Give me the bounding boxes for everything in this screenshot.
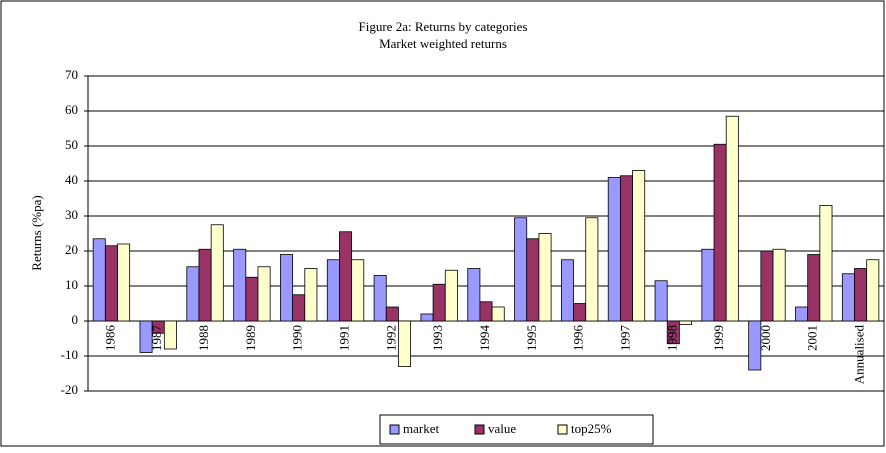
bar	[351, 259, 365, 322]
bar	[619, 175, 633, 322]
bar	[607, 177, 621, 322]
y-tick-label: 40	[65, 172, 78, 187]
x-tick-label: 1994	[477, 325, 492, 352]
x-tick-label: 1988	[196, 325, 211, 351]
x-tick-label: 1998	[664, 325, 679, 351]
x-tick-label: 1989	[243, 325, 258, 351]
x-tick-label: 1993	[430, 325, 445, 351]
x-tick-label: Annualised	[852, 325, 867, 385]
bar	[748, 320, 762, 371]
y-tick-label: 70	[65, 67, 78, 82]
bar	[841, 273, 855, 322]
y-tick-label: 10	[65, 277, 78, 292]
bar	[772, 248, 786, 322]
bar	[245, 276, 259, 322]
legend-swatch	[389, 424, 400, 435]
y-tick-label: 20	[65, 242, 78, 257]
bar	[514, 217, 528, 322]
bar	[854, 268, 868, 322]
legend-swatch	[557, 424, 568, 435]
legend-label: market	[403, 421, 439, 436]
bar	[701, 248, 715, 322]
bar	[104, 245, 118, 322]
bar	[292, 294, 306, 322]
y-tick-label: 0	[72, 312, 79, 327]
legend-box	[379, 414, 654, 445]
y-axis-label: Returns (%pa)	[29, 195, 44, 270]
bar	[432, 283, 446, 322]
bar	[725, 115, 739, 322]
bar	[444, 269, 458, 322]
bar	[866, 259, 880, 322]
bar	[117, 243, 131, 322]
bar	[654, 280, 668, 322]
bar	[373, 275, 387, 322]
x-tick-label: 2000	[758, 325, 773, 351]
bar	[198, 248, 212, 322]
chart-title: Figure 2a: Returns by categories	[359, 19, 528, 34]
legend-label: value	[488, 421, 516, 436]
bar	[795, 306, 809, 322]
chart-subtitle: Market weighted returns	[379, 36, 507, 51]
bar	[560, 259, 574, 322]
bar	[186, 266, 200, 322]
y-tick-label: -10	[61, 347, 78, 362]
bar	[573, 303, 587, 322]
bar	[807, 254, 821, 322]
bar	[304, 268, 318, 322]
bar	[398, 320, 412, 367]
bar	[163, 320, 177, 350]
bar	[678, 320, 692, 325]
bar	[339, 231, 353, 322]
bar	[819, 205, 833, 322]
x-tick-label: 1991	[337, 325, 352, 351]
y-tick-label: -20	[61, 382, 78, 397]
bar	[92, 238, 106, 322]
y-tick-label: 50	[65, 137, 78, 152]
x-tick-label: 1987	[149, 325, 164, 352]
bar	[585, 217, 599, 322]
legend-swatch	[474, 424, 485, 435]
x-tick-label: 1995	[524, 325, 539, 351]
bar	[385, 306, 399, 322]
bar	[210, 224, 224, 322]
bar	[233, 248, 247, 322]
bar	[257, 266, 271, 322]
x-tick-label: 1990	[290, 325, 305, 351]
bar	[713, 143, 727, 322]
x-tick-label: 1997	[617, 325, 632, 352]
bar	[139, 320, 153, 353]
x-tick-label: 1986	[102, 325, 117, 352]
bar	[467, 268, 481, 322]
y-tick-label: 60	[65, 102, 78, 117]
bar	[666, 320, 680, 345]
x-tick-label: 1996	[571, 325, 586, 352]
bar	[280, 254, 294, 322]
bar	[538, 233, 552, 322]
x-tick-label: 2001	[805, 325, 820, 351]
bar	[420, 313, 434, 322]
x-tick-label: 1992	[383, 325, 398, 351]
legend-label: top25%	[571, 421, 612, 436]
bar	[326, 259, 340, 322]
y-tick-label: 30	[65, 207, 78, 222]
bar	[632, 170, 646, 322]
bar	[479, 301, 493, 322]
bar	[526, 238, 540, 322]
bar	[491, 306, 505, 322]
x-tick-label: 1999	[711, 325, 726, 351]
bar	[760, 250, 774, 322]
